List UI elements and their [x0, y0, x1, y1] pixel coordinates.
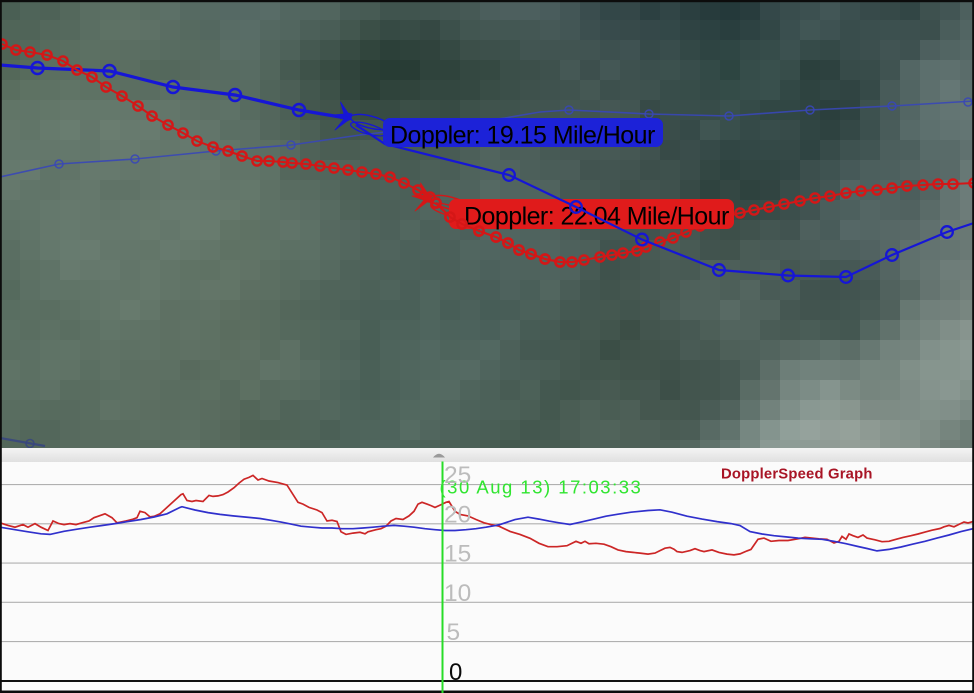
svg-text:5: 5: [447, 619, 461, 646]
svg-text:DopplerSpeed Graph: DopplerSpeed Graph: [721, 467, 873, 483]
svg-text:10: 10: [444, 580, 471, 607]
svg-text:(30 Aug 13) 17:03:33: (30 Aug 13) 17:03:33: [440, 477, 643, 498]
svg-text:15: 15: [444, 541, 471, 568]
svg-text:25: 25: [444, 462, 471, 489]
svg-text:0: 0: [449, 659, 462, 686]
svg-text:Doppler: 19.15 Mile/Hour: Doppler: 19.15 Mile/Hour: [390, 121, 655, 149]
svg-text:20: 20: [444, 501, 471, 528]
